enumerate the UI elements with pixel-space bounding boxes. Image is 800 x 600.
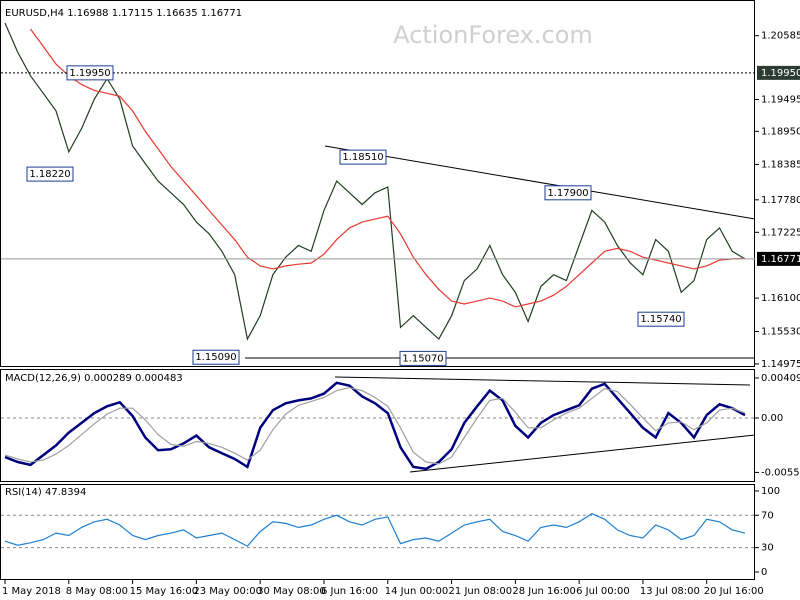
y-tick-label: 1.15530 xyxy=(761,326,800,337)
macd-panel-frame xyxy=(0,369,755,482)
x-tick-label: 1 May 2018 xyxy=(2,586,61,597)
indicator-line xyxy=(4,387,746,465)
annotation-label: 1.19950 xyxy=(69,68,110,79)
x-tick-label: 14 Jun 00:00 xyxy=(385,586,449,597)
x-tick-label: 13 Jul 08:00 xyxy=(640,586,700,597)
annotation-label: 1.15070 xyxy=(402,353,443,364)
y-tick-label: 1.19495 xyxy=(761,94,800,105)
y-tick-label: 1.18950 xyxy=(761,126,800,137)
macd-trendline xyxy=(409,434,756,473)
price-tag xyxy=(757,65,800,80)
x-tick-label: 23 May 00:00 xyxy=(193,586,262,597)
y-tick-label: 70 xyxy=(761,510,774,521)
price-line xyxy=(4,22,746,341)
x-tick-label: 28 Jun 16:00 xyxy=(512,586,576,597)
annotation-box xyxy=(339,149,387,165)
x-tick-label: 30 May 08:00 xyxy=(257,586,326,597)
watermark: ActionForex.com xyxy=(393,21,593,49)
macd-trendline xyxy=(334,376,751,386)
annotation-box xyxy=(399,350,447,366)
trendline xyxy=(324,145,756,220)
x-tick-label: 20 Jul 16:00 xyxy=(704,586,764,597)
annotation-label: 1.18510 xyxy=(342,152,383,163)
x-tick-label: 6 Jun 16:00 xyxy=(321,586,378,597)
y-tick-label: 30 xyxy=(761,543,774,554)
annotation-box xyxy=(26,166,74,182)
annotation-box xyxy=(192,349,240,365)
y-tick-label: 1.17225 xyxy=(761,227,800,238)
y-tick-label: 0 xyxy=(761,567,767,578)
annotation-box xyxy=(637,311,685,327)
indicator-line xyxy=(4,513,746,547)
x-tick-label: 21 Jun 08:00 xyxy=(449,586,513,597)
y-tick-label: 1.20585 xyxy=(761,31,800,42)
y-tick-label: 1.16100 xyxy=(761,293,800,304)
panel-title: MACD(12,26,9) 0.000289 0.000483 xyxy=(5,373,183,384)
price-tag xyxy=(757,251,800,266)
rsi-panel-frame xyxy=(0,484,755,580)
indicator-line xyxy=(4,381,746,471)
y-tick-label: 100 xyxy=(761,486,780,497)
annotation-label: 1.18220 xyxy=(29,169,70,180)
y-tick-label: -0.005568 xyxy=(761,467,800,478)
panel-title: RSI(14) 47.8394 xyxy=(5,487,86,498)
annotation-label: 1.17900 xyxy=(547,188,588,199)
price-panel-frame xyxy=(0,0,755,367)
y-tick-label: 0.00 xyxy=(761,413,783,424)
y-tick-label: 1.14975 xyxy=(761,359,800,370)
indicator-line xyxy=(30,28,746,308)
y-tick-label: 1.18385 xyxy=(761,159,800,170)
price-tag-label: 1.19950 xyxy=(761,68,800,79)
x-tick-label: 15 May 16:00 xyxy=(130,586,199,597)
annotation-label: 1.15740 xyxy=(640,314,681,325)
annotation-box xyxy=(544,185,592,201)
x-tick-label: 8 May 08:00 xyxy=(66,586,128,597)
x-tick-label: 6 Jul 00:00 xyxy=(576,586,630,597)
y-tick-label: 1.17780 xyxy=(761,195,800,206)
y-tick-label: 0.004094 xyxy=(761,373,800,384)
annotation-label: 1.15090 xyxy=(195,352,236,363)
panel-title: EURUSD,H4 1.16988 1.17115 1.16635 1.1677… xyxy=(5,8,242,19)
annotation-box xyxy=(66,65,114,81)
price-tag-label: 1.16771 xyxy=(761,254,800,265)
